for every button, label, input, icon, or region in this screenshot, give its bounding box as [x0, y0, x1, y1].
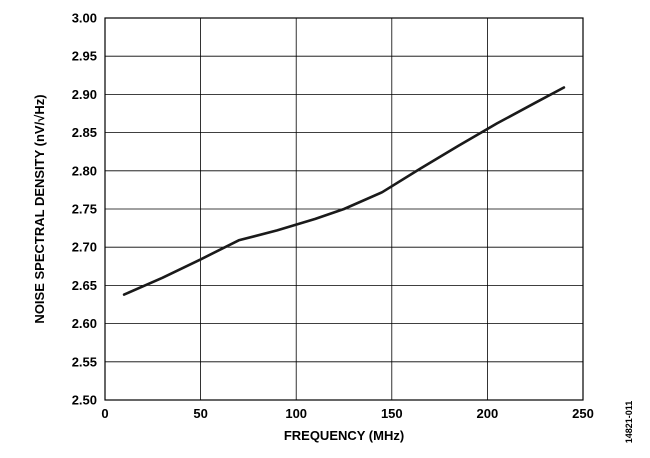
y-tick-label: 2.60	[72, 316, 97, 331]
y-tick-label: 2.95	[72, 49, 97, 64]
x-tick-label: 200	[477, 406, 499, 421]
x-axis-label: FREQUENCY (MHz)	[284, 428, 404, 443]
y-tick-label: 2.85	[72, 125, 97, 140]
x-tick-label: 50	[193, 406, 207, 421]
x-tick-label: 150	[381, 406, 403, 421]
x-tick-label: 100	[285, 406, 307, 421]
y-tick-labels: 2.50 2.55 2.60 2.65 2.70 2.75 2.80 2.85 2.90 2.95…	[72, 11, 97, 408]
y-tick-label: 2.50	[72, 393, 97, 408]
y-tick-label: 2.70	[72, 240, 97, 255]
x-tick-label: 250	[572, 406, 594, 421]
y-tick-label: 2.75	[72, 202, 97, 217]
y-tick-label: 2.65	[72, 278, 97, 293]
y-tick-label: 2.80	[72, 163, 97, 178]
y-tick-label: 2.55	[72, 354, 97, 369]
grid	[105, 18, 583, 400]
plot-frame	[104, 17, 584, 401]
series-layer	[122, 86, 566, 296]
y-axis-label: NOISE SPECTRAL DENSITY (nV/√Hz)	[32, 94, 47, 323]
y-tick-label: 2.90	[72, 87, 97, 102]
figure-id: 14821-011	[624, 401, 634, 444]
x-tick-labels: 0 50 100 150 200 250	[101, 406, 593, 421]
series-line	[122, 86, 566, 296]
x-tick-label: 0	[101, 406, 108, 421]
y-tick-label: 3.00	[72, 11, 97, 26]
